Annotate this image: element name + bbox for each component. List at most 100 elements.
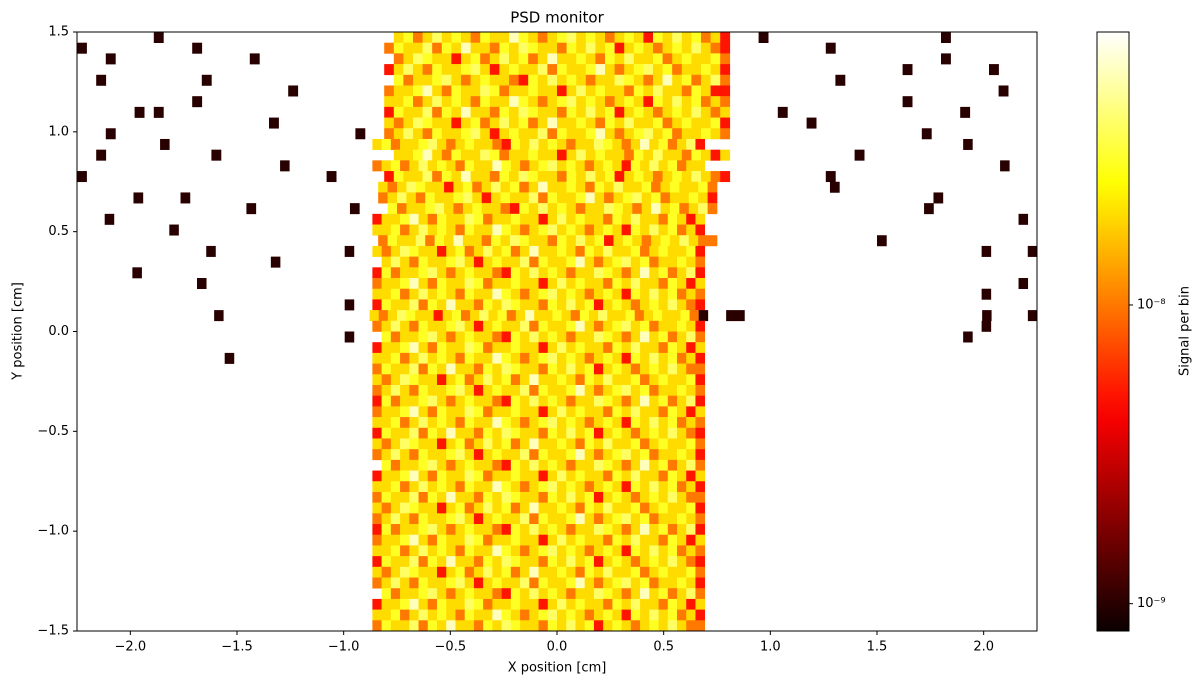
heatmap-cell <box>363 417 373 428</box>
heatmap-cell <box>621 406 632 418</box>
heatmap-cell <box>603 267 613 279</box>
heatmap-cell <box>547 524 558 536</box>
heatmap-cell <box>845 107 855 118</box>
heatmap-cell <box>605 42 615 54</box>
heatmap-cell <box>815 342 825 353</box>
heatmap-cell <box>595 42 606 54</box>
heatmap-cell <box>520 470 530 482</box>
heatmap-cell <box>862 321 872 332</box>
heatmap-cell <box>933 192 944 204</box>
heatmap-cell <box>839 182 849 193</box>
heatmap-cell <box>221 150 231 161</box>
heatmap-cell <box>308 449 318 460</box>
heatmap-cell <box>917 160 927 171</box>
heatmap-cell <box>751 225 761 236</box>
heatmap-cell <box>252 278 262 289</box>
heatmap-cell <box>279 150 289 161</box>
heatmap-cell <box>945 374 955 385</box>
heatmap-cell <box>252 160 262 171</box>
heatmap-cell <box>843 417 853 428</box>
heatmap-cell <box>768 64 778 75</box>
heatmap-cell <box>483 438 493 450</box>
heatmap-cell <box>889 299 899 310</box>
heatmap-cell <box>714 267 724 278</box>
heatmap-cell <box>105 417 115 428</box>
heatmap-cell <box>979 64 989 75</box>
heatmap-cell <box>769 438 779 449</box>
heatmap-cell <box>807 75 817 86</box>
heatmap-cell <box>788 503 798 514</box>
heatmap-cell <box>941 53 951 65</box>
heatmap-cell <box>280 406 290 417</box>
heatmap-cell <box>815 267 825 278</box>
heatmap-cell <box>159 310 168 321</box>
heatmap-cell <box>816 150 826 161</box>
heatmap-cell <box>528 53 539 65</box>
heatmap-cell <box>464 491 475 503</box>
heatmap-cell <box>815 406 825 417</box>
heatmap-cell <box>183 171 193 182</box>
heatmap-cell <box>243 396 253 407</box>
heatmap-cell <box>299 503 309 514</box>
heatmap-cell <box>538 491 549 503</box>
heatmap-cell <box>858 182 868 193</box>
heatmap-cell <box>640 138 650 150</box>
heatmap-cell <box>234 214 244 225</box>
heatmap-cell <box>585 149 596 161</box>
heatmap-cell <box>481 181 492 193</box>
heatmap-cell <box>1009 203 1019 214</box>
heatmap-cell <box>537 106 548 118</box>
heatmap-cell <box>372 138 382 150</box>
heatmap-cell <box>95 492 105 503</box>
heatmap-cell <box>751 406 761 417</box>
heatmap-cell <box>806 406 816 417</box>
heatmap-cell <box>299 513 309 524</box>
heatmap-cell <box>529 213 539 225</box>
heatmap-cell <box>584 245 595 257</box>
heatmap-cell <box>492 224 502 236</box>
heatmap-cell <box>640 299 650 311</box>
heatmap-cell <box>640 438 650 450</box>
heatmap-cell <box>317 471 327 482</box>
heatmap-cell <box>427 545 438 557</box>
heatmap-cell <box>1000 246 1010 257</box>
heatmap-cell <box>624 74 635 86</box>
heatmap-cell <box>278 310 287 321</box>
heatmap-cell <box>889 353 899 364</box>
heatmap-cell <box>575 224 585 236</box>
heatmap-cell <box>658 331 669 343</box>
heatmap-cell <box>908 471 918 482</box>
heatmap-cell <box>705 267 715 278</box>
heatmap-cell <box>732 438 742 449</box>
heatmap-cell <box>547 417 558 429</box>
heatmap-cell <box>779 364 789 375</box>
heatmap-cell <box>95 417 105 428</box>
heatmap-cell <box>849 203 859 214</box>
heatmap-cell <box>400 459 410 471</box>
heatmap-cell <box>640 374 650 386</box>
heatmap-cell <box>862 524 872 535</box>
heatmap-cell <box>991 246 1001 257</box>
heatmap-cell <box>802 182 812 193</box>
heatmap-cell <box>855 85 865 96</box>
heatmap-cell <box>640 459 650 471</box>
heatmap-cell <box>723 267 733 278</box>
heatmap-cell <box>179 503 189 514</box>
heatmap-cell <box>197 481 207 492</box>
heatmap-cell <box>151 449 161 460</box>
heatmap-cell <box>326 332 336 343</box>
heatmap-cell <box>595 128 606 140</box>
heatmap-cell <box>381 245 392 257</box>
heatmap-cell <box>528 181 539 193</box>
heatmap-cell <box>151 503 161 514</box>
heatmap-cell <box>695 534 705 546</box>
heatmap-cell <box>354 535 364 546</box>
heatmap-cell <box>779 267 789 278</box>
heatmap-cell <box>114 299 124 310</box>
heatmap-cell <box>132 513 142 524</box>
heatmap-cell <box>926 257 936 268</box>
heatmap-cell <box>862 214 872 225</box>
heatmap-cell <box>931 171 941 182</box>
heatmap-cell <box>806 160 816 171</box>
heatmap-cell <box>355 118 365 129</box>
